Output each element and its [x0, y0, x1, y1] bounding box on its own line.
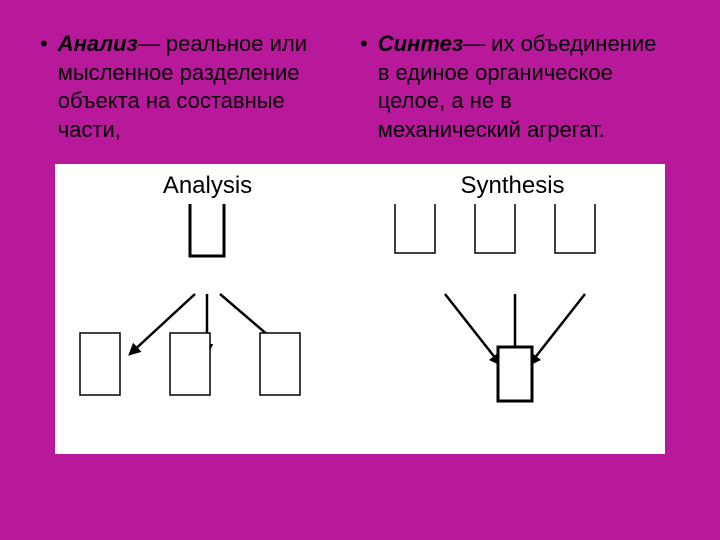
diagram-arrow: [445, 294, 500, 364]
bullet-glyph: •: [40, 30, 48, 59]
diagram-section: Analysis Synthesis: [55, 164, 665, 454]
diagram-node: [395, 204, 435, 253]
bullet-item-analysis: • Анализ— реальное или мысленное разделе…: [40, 30, 340, 144]
diagram-node: [170, 333, 210, 395]
text-section: • Анализ— реальное или мысленное разделе…: [0, 0, 720, 164]
diagram-node: [475, 204, 515, 253]
diagram-node: [555, 204, 595, 253]
diagram-node: [190, 204, 224, 256]
bullet-item-synthesis: • Синтез— их объединение в единое органи…: [360, 30, 660, 144]
right-column: • Синтез— их объединение в единое органи…: [360, 30, 680, 144]
synthesis-svg: [360, 204, 665, 454]
synthesis-diagram: Synthesis: [360, 164, 665, 454]
analysis-text: Анализ— реальное или мысленное разделени…: [58, 30, 340, 144]
synthesis-text: Синтез— их объединение в единое органиче…: [378, 30, 660, 144]
diagram-node: [80, 333, 120, 395]
synthesis-diagram-title: Synthesis: [360, 164, 665, 200]
analysis-diagram-title: Analysis: [55, 164, 360, 200]
bullet-glyph: •: [360, 30, 368, 59]
left-column: • Анализ— реальное или мысленное разделе…: [40, 30, 360, 144]
analysis-svg: [55, 204, 360, 454]
diagram-node: [260, 333, 300, 395]
diagram-node: [498, 347, 532, 401]
analysis-diagram: Analysis: [55, 164, 360, 454]
diagram-arrow: [530, 294, 585, 364]
analysis-term: Анализ: [58, 31, 138, 56]
slide-root: • Анализ— реальное или мысленное разделе…: [0, 0, 720, 540]
synthesis-term: Синтез: [378, 31, 463, 56]
